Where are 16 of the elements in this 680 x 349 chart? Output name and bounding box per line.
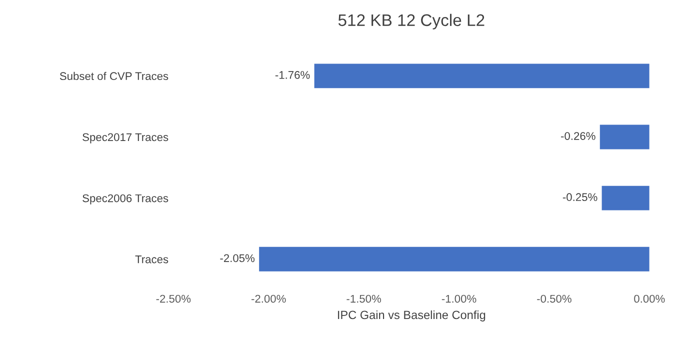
chart-title: 512 KB 12 Cycle L2 bbox=[338, 14, 484, 30]
x-tick-label: -1.50% bbox=[346, 294, 382, 303]
data-label: -1.76% bbox=[275, 71, 310, 79]
y-tick-label: Spec2017 Traces bbox=[82, 133, 168, 144]
data-label: -0.26% bbox=[561, 132, 596, 140]
y-tick-label: Traces bbox=[135, 256, 168, 264]
x-tick-label: 0.00% bbox=[634, 294, 665, 303]
x-tick-label: -0.50% bbox=[537, 294, 572, 303]
data-label: -0.25% bbox=[562, 193, 598, 202]
data-label: -2.05% bbox=[220, 254, 255, 262]
y-tick-label: Subset of CVP Traces bbox=[60, 72, 168, 80]
x-tick-label: -2.50% bbox=[156, 294, 191, 303]
x-tick-label: -2.00% bbox=[251, 294, 286, 303]
x-axis-title: IPC Gain vs Baseline Config bbox=[338, 310, 486, 322]
y-tick-label: Spec2006 Traces bbox=[82, 194, 168, 204]
x-tick-label: -1.00% bbox=[442, 294, 476, 303]
